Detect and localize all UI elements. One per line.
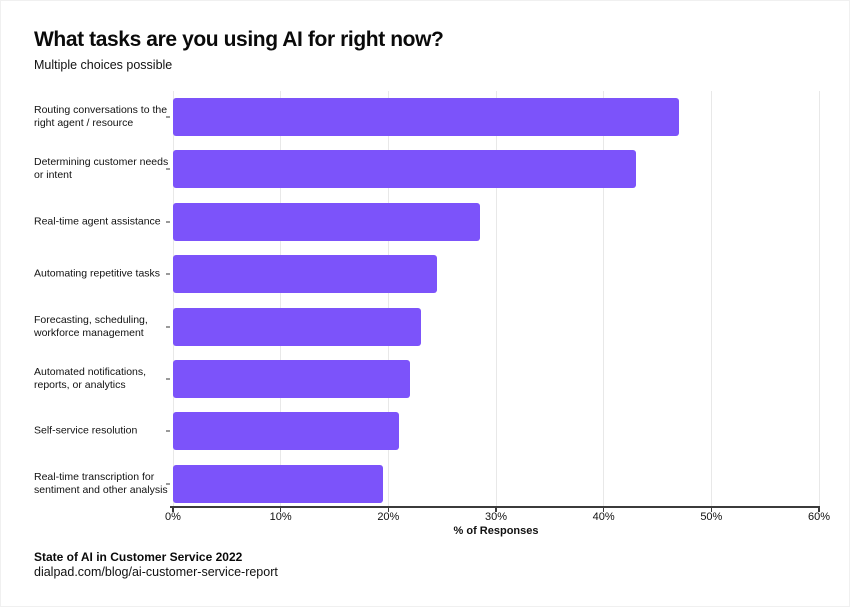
x-axis-tick-label: 0%	[165, 511, 181, 523]
y-axis-tick	[166, 378, 170, 380]
gridline	[172, 91, 174, 508]
x-axis-line	[170, 506, 820, 508]
bar-4	[173, 255, 437, 294]
chart-title: What tasks are you using AI for right no…	[34, 28, 444, 51]
category-label: Automated notifications, reports, or ana…	[34, 366, 147, 391]
bar-8	[173, 464, 383, 503]
x-axis-tick	[279, 508, 282, 512]
x-axis-tick	[387, 508, 390, 512]
y-axis-tick	[166, 325, 170, 328]
category-label: Routing conversations to the right agent…	[34, 104, 168, 129]
x-axis-tick-label: 10%	[269, 511, 292, 523]
x-axis-tick-label: 60%	[807, 511, 831, 523]
source-url: dialpad.com/blog/ai-customer-service-rep…	[34, 565, 278, 579]
y-axis-category-labels: Routing conversations to the right agent…	[34, 91, 170, 509]
category-label: Real-time agent assistance	[34, 215, 161, 228]
x-axis-tick	[818, 508, 820, 512]
source-title: State of AI in Customer Service 2022	[34, 550, 243, 564]
x-axis-tick	[495, 508, 497, 512]
y-axis-tick	[166, 430, 170, 433]
x-axis-tick-label: 50%	[700, 511, 723, 523]
plot-area: 0% 10% 20% 30% 40% 50% 60%	[165, 91, 830, 523]
bar-1	[173, 98, 680, 136]
gridline	[387, 91, 389, 508]
x-axis-tick-label: 20%	[377, 511, 400, 523]
gridline	[603, 91, 605, 508]
y-axis-tick	[166, 482, 170, 485]
bar-7	[173, 412, 400, 451]
x-axis-tick	[172, 508, 174, 512]
x-axis-tick-label: 40%	[592, 511, 615, 523]
y-axis-tick	[166, 220, 170, 223]
x-axis-title: % of Responses	[453, 525, 539, 537]
category-label: Forecasting, scheduling, workforce manag…	[34, 313, 148, 339]
x-axis-tick-label: 30%	[484, 511, 508, 523]
y-axis-tick	[166, 273, 170, 276]
bar-3	[173, 202, 480, 241]
bar-6	[173, 360, 410, 398]
bar-2	[173, 150, 636, 189]
chart-subtitle: Multiple choices possible	[34, 58, 173, 72]
gridline	[280, 91, 282, 508]
gridline	[495, 91, 497, 508]
x-axis-tick	[710, 508, 713, 512]
gridline	[710, 91, 712, 508]
category-label: Real-time transcription for sentiment an…	[34, 470, 168, 496]
x-axis-tick	[602, 508, 605, 512]
category-label: Determining customer needs or intent	[34, 156, 169, 182]
y-axis-tick	[166, 168, 170, 171]
category-label: Self-service resolution	[34, 424, 138, 437]
y-axis-tick	[166, 116, 170, 118]
gridline	[818, 91, 820, 508]
category-label: Automating repetitive tasks	[34, 267, 161, 280]
bar-5	[173, 307, 421, 346]
